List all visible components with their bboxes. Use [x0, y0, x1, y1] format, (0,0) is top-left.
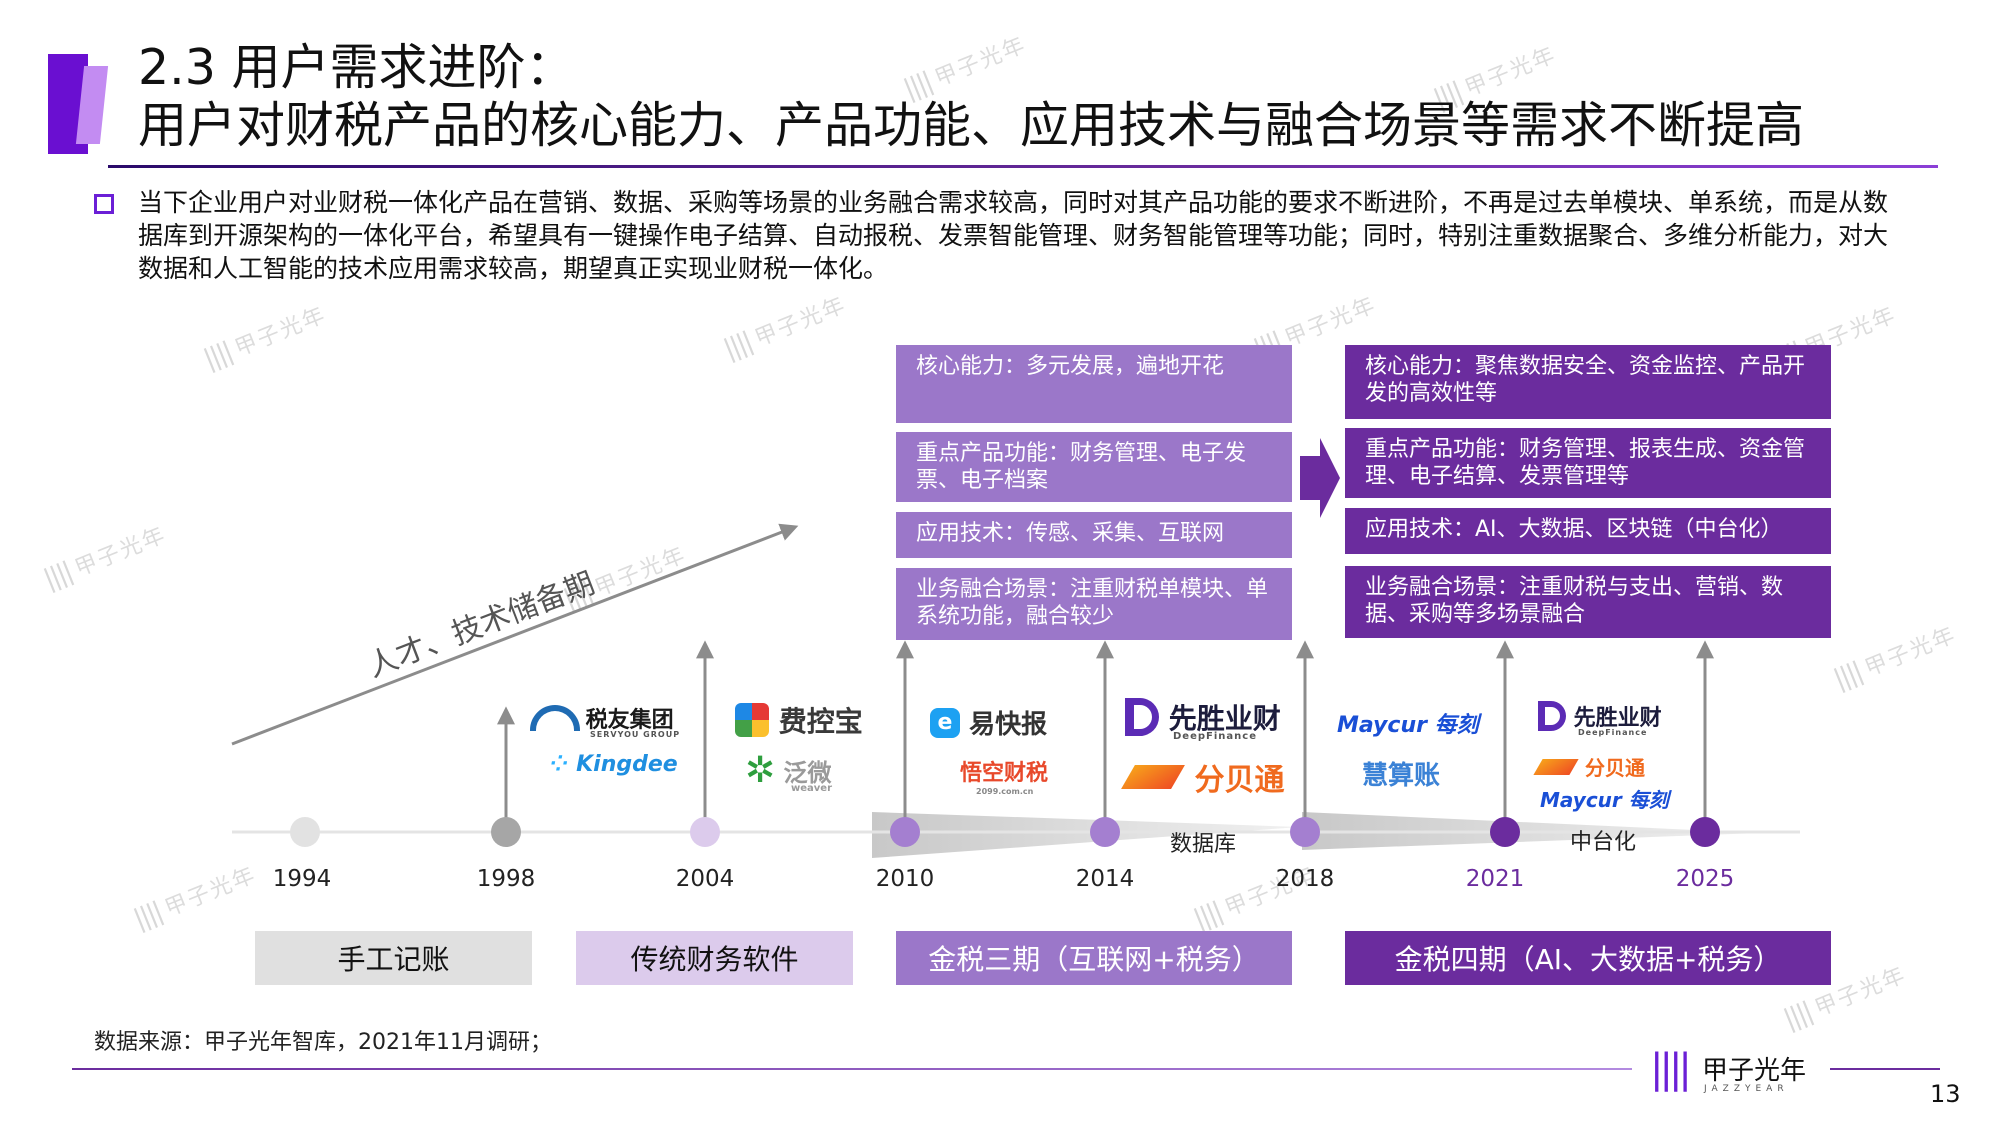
xiansheng-logo-2014: 先胜业财 DeepFinance: [1125, 697, 1281, 742]
timeline-dot-2021: [1490, 817, 1520, 847]
maycur-logo-2021: Maycur 每刻: [1540, 788, 1669, 812]
right-product-function: 重点产品功能：财务管理、报表生成、资金管理、电子结算、发票管理等: [1345, 428, 1831, 498]
title-underline: [108, 165, 1938, 168]
kingdee-logo: ⁘ Kingdee: [550, 752, 678, 777]
timeline-dot-2025: [1690, 817, 1720, 847]
fenbeitong-icon-small: [1533, 758, 1579, 775]
brand-bars-icon: ||||: [1650, 1046, 1692, 1092]
huisuanzhang-logo: 慧算账: [1362, 761, 1441, 791]
band-label-database: 数据库: [1170, 832, 1237, 857]
fenbeitong-logo-2021: 分贝通: [1533, 752, 1645, 781]
kingdee-icon: ⁘: [550, 752, 569, 777]
band-label-middle-platform: 中台化: [1570, 830, 1637, 855]
servyou-logo: 税友集团 SERVYOU GROUP: [530, 702, 680, 739]
feikongbao-logo: 费控宝: [735, 700, 863, 740]
fenbeitong-icon: [1121, 765, 1185, 789]
brand-logo: |||| 甲子光年 JAZZYEAR: [1650, 1046, 1807, 1094]
fanwei-logo: ✲ 泛微 weaver: [745, 750, 833, 794]
wukong-logo: 悟空财税 2099.com.cn: [960, 761, 1049, 796]
right-core-capability: 核心能力：聚焦数据安全、资金监控、产品开发的高效性等: [1345, 345, 1831, 419]
timeline-dot-2004: [690, 817, 720, 847]
maycur-logo-2018: Maycur 每刻: [1337, 713, 1479, 738]
left-business-scene: 业务融合场景：注重财税单模块、单系统功能，融合较少: [896, 568, 1292, 640]
feikongbao-icon: [735, 703, 769, 737]
bullet-square-icon: [94, 194, 114, 214]
timeline-dot-2010: [890, 817, 920, 847]
xiansheng-icon-small: [1538, 701, 1566, 731]
right-application-tech: 应用技术：AI、大数据、区块链（中台化）: [1345, 508, 1831, 554]
left-product-function: 重点产品功能：财务管理、电子发票、电子档案: [896, 432, 1292, 502]
transition-arrow: [1300, 438, 1340, 518]
year-label-1994: 1994: [272, 866, 332, 892]
timeline-dot-2014: [1090, 817, 1120, 847]
fenbeitong-logo-2014: 分贝通: [1121, 755, 1284, 799]
year-label-2025: 2025: [1675, 866, 1735, 892]
era-manual-bookkeeping: 手工记账: [255, 931, 532, 985]
left-application-tech: 应用技术：传感、采集、互联网: [896, 512, 1292, 558]
year-label-2014: 2014: [1075, 866, 1135, 892]
year-label-2004: 2004: [675, 866, 735, 892]
footer-line-right: [1830, 1068, 1940, 1070]
year-label-2021: 2021: [1465, 866, 1525, 892]
yikuaibao-icon: e: [930, 707, 960, 738]
era-golden-tax-3: 金税三期（互联网+税务）: [896, 931, 1292, 985]
data-source: 数据来源：甲子光年智库，2021年11月调研；: [94, 1030, 552, 1055]
era-traditional-software: 传统财务软件: [576, 931, 853, 985]
xiansheng-icon: [1125, 698, 1159, 736]
page-title-line2: 用户对财税产品的核心能力、产品功能、应用技术与融合场景等需求不断提高: [138, 97, 1805, 154]
fanwei-icon: ✲: [745, 750, 776, 791]
summary-text: 当下企业用户对业财税一体化产品在营销、数据、采购等场景的业务融合需求较高，同时对…: [138, 188, 1889, 283]
timeline-dot-1998: [491, 817, 521, 847]
page-number: 13: [1930, 1080, 1961, 1108]
right-business-scene: 业务融合场景：注重财税与支出、营销、数据、采购等多场景融合: [1345, 566, 1831, 638]
footer-line-left: [72, 1068, 1632, 1070]
servyou-icon: [530, 705, 580, 731]
left-core-capability: 核心能力：多元发展，遍地开花: [896, 345, 1292, 423]
yikuaibao-logo: e 易快报: [930, 704, 1047, 741]
xiansheng-logo-2021: 先胜业财 DeepFinance: [1538, 700, 1662, 737]
timeline-dot-2018: [1290, 817, 1320, 847]
era-golden-tax-4: 金税四期（AI、大数据+税务）: [1345, 931, 1831, 985]
timeline-dot-1994: [290, 817, 320, 847]
year-label-2018: 2018: [1275, 866, 1335, 892]
storage-period-arrow: [231, 523, 799, 746]
timeline-band-1: [872, 812, 1300, 858]
year-label-1998: 1998: [476, 866, 536, 892]
page-title-line1: 2.3 用户需求进阶：: [138, 39, 575, 96]
year-label-2010: 2010: [875, 866, 935, 892]
